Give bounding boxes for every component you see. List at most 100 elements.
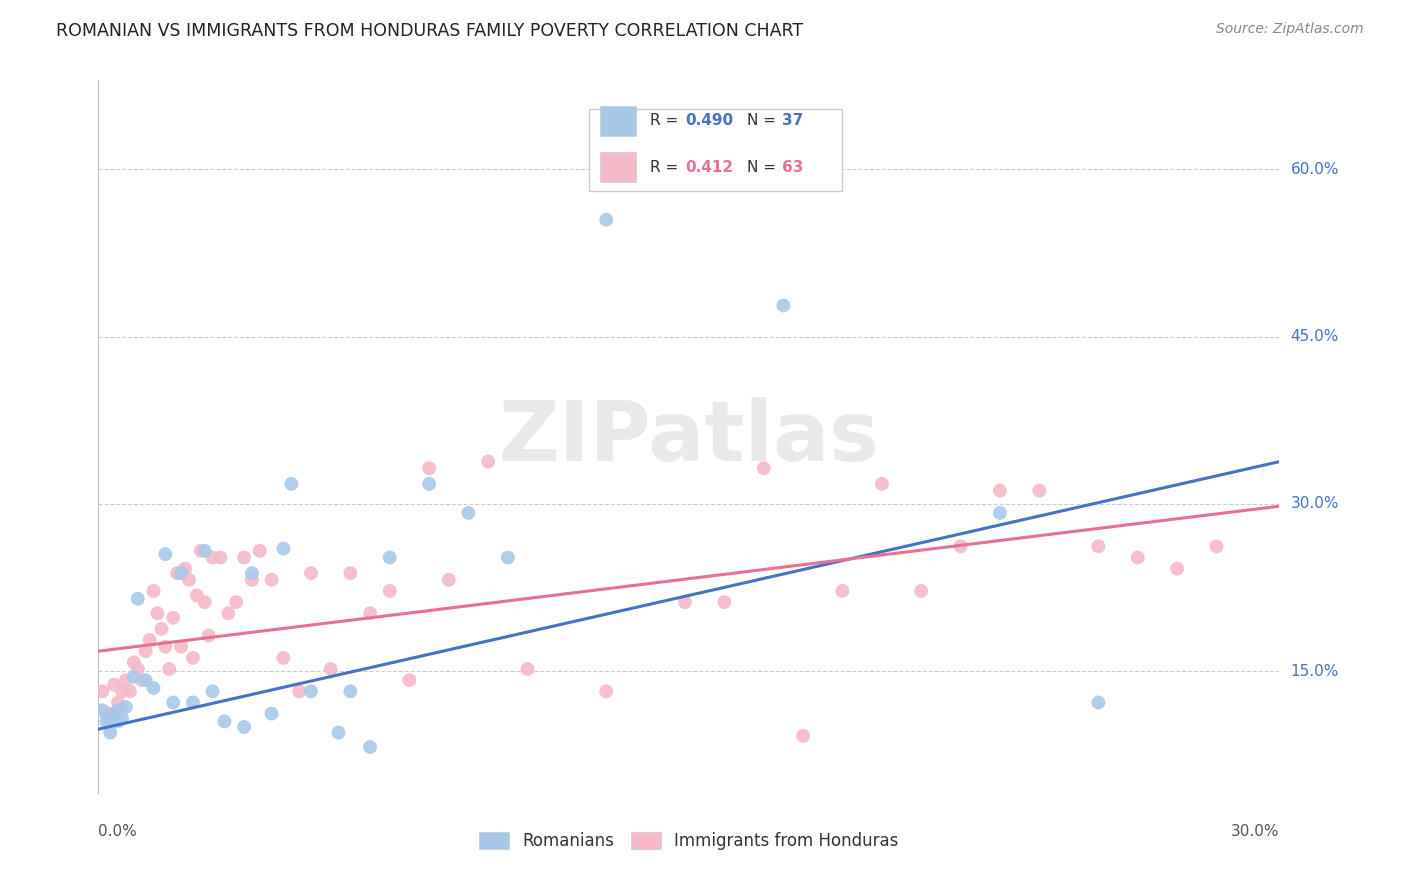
Point: [98, 712, 121, 726]
Point: [142, 583, 165, 598]
Text: ZIPatlas: ZIPatlas: [499, 397, 879, 477]
Point: [249, 543, 271, 558]
Point: [288, 684, 311, 698]
Point: [1087, 696, 1109, 710]
Point: [359, 607, 381, 621]
Point: [217, 607, 239, 621]
Point: [98, 706, 121, 721]
Point: [155, 547, 177, 561]
Point: [91, 684, 114, 698]
Point: [792, 729, 814, 743]
Point: [260, 573, 283, 587]
Point: [103, 678, 125, 692]
Point: [214, 714, 236, 729]
Text: 30.0%: 30.0%: [1291, 497, 1339, 511]
Point: [273, 541, 295, 556]
Point: [437, 573, 460, 587]
Point: [181, 696, 204, 710]
Point: [595, 212, 617, 227]
Point: [201, 684, 224, 698]
Point: [150, 622, 173, 636]
Point: [418, 461, 440, 475]
Point: [194, 595, 217, 609]
Text: 15.0%: 15.0%: [1291, 664, 1339, 679]
Point: [378, 583, 401, 598]
Point: [339, 684, 361, 698]
Point: [146, 607, 169, 621]
Point: [201, 550, 224, 565]
Text: 0.0%: 0.0%: [98, 824, 138, 839]
Point: [127, 662, 149, 676]
Point: [1087, 539, 1109, 553]
Point: [194, 543, 217, 558]
Point: [1028, 483, 1050, 498]
Point: [988, 506, 1011, 520]
Legend: Romanians, Immigrants from Honduras: Romanians, Immigrants from Honduras: [479, 831, 898, 850]
Point: [131, 673, 153, 688]
Point: [162, 696, 184, 710]
Point: [988, 483, 1011, 498]
Point: [107, 703, 129, 717]
Point: [177, 573, 200, 587]
Point: [98, 725, 121, 739]
Bar: [600, 106, 636, 136]
Text: 0.412: 0.412: [685, 160, 734, 175]
Point: [190, 543, 212, 558]
Point: [457, 506, 479, 520]
Point: [1205, 539, 1227, 553]
Point: [280, 476, 302, 491]
Point: [359, 740, 381, 755]
Point: [118, 684, 141, 698]
Text: N =: N =: [747, 113, 780, 128]
Point: [260, 706, 283, 721]
Point: [135, 673, 157, 688]
Point: [157, 662, 180, 676]
Point: [1126, 550, 1149, 565]
Point: [673, 595, 696, 609]
Point: [233, 550, 256, 565]
Point: [91, 703, 114, 717]
Point: [233, 720, 256, 734]
Point: [186, 589, 208, 603]
Point: [107, 714, 129, 729]
Text: 45.0%: 45.0%: [1291, 329, 1339, 344]
Point: [477, 455, 499, 469]
Point: [181, 651, 204, 665]
Point: [197, 628, 219, 642]
Point: [170, 566, 193, 581]
Point: [142, 681, 165, 695]
Point: [162, 610, 184, 624]
Point: [752, 461, 775, 475]
Point: [299, 566, 322, 581]
Point: [516, 662, 538, 676]
Point: [772, 298, 794, 313]
Point: [225, 595, 247, 609]
Point: [378, 550, 401, 565]
Point: [209, 550, 232, 565]
Point: [122, 670, 145, 684]
Point: [111, 711, 134, 725]
Point: [111, 684, 134, 698]
Point: [496, 550, 519, 565]
Text: ROMANIAN VS IMMIGRANTS FROM HONDURAS FAMILY POVERTY CORRELATION CHART: ROMANIAN VS IMMIGRANTS FROM HONDURAS FAM…: [56, 22, 803, 40]
Point: [949, 539, 972, 553]
Point: [273, 651, 295, 665]
Point: [96, 706, 118, 721]
Point: [155, 640, 177, 654]
Point: [870, 476, 893, 491]
Text: N =: N =: [747, 160, 780, 175]
Text: R =: R =: [650, 160, 683, 175]
Bar: [600, 153, 636, 182]
Point: [240, 573, 263, 587]
Text: 60.0%: 60.0%: [1291, 162, 1339, 177]
Point: [107, 696, 129, 710]
Point: [328, 725, 350, 739]
Point: [240, 566, 263, 581]
Point: [595, 684, 617, 698]
Text: 0.490: 0.490: [685, 113, 734, 128]
Point: [339, 566, 361, 581]
Point: [103, 708, 125, 723]
Text: 30.0%: 30.0%: [1232, 824, 1279, 839]
Point: [713, 595, 735, 609]
Point: [115, 699, 138, 714]
